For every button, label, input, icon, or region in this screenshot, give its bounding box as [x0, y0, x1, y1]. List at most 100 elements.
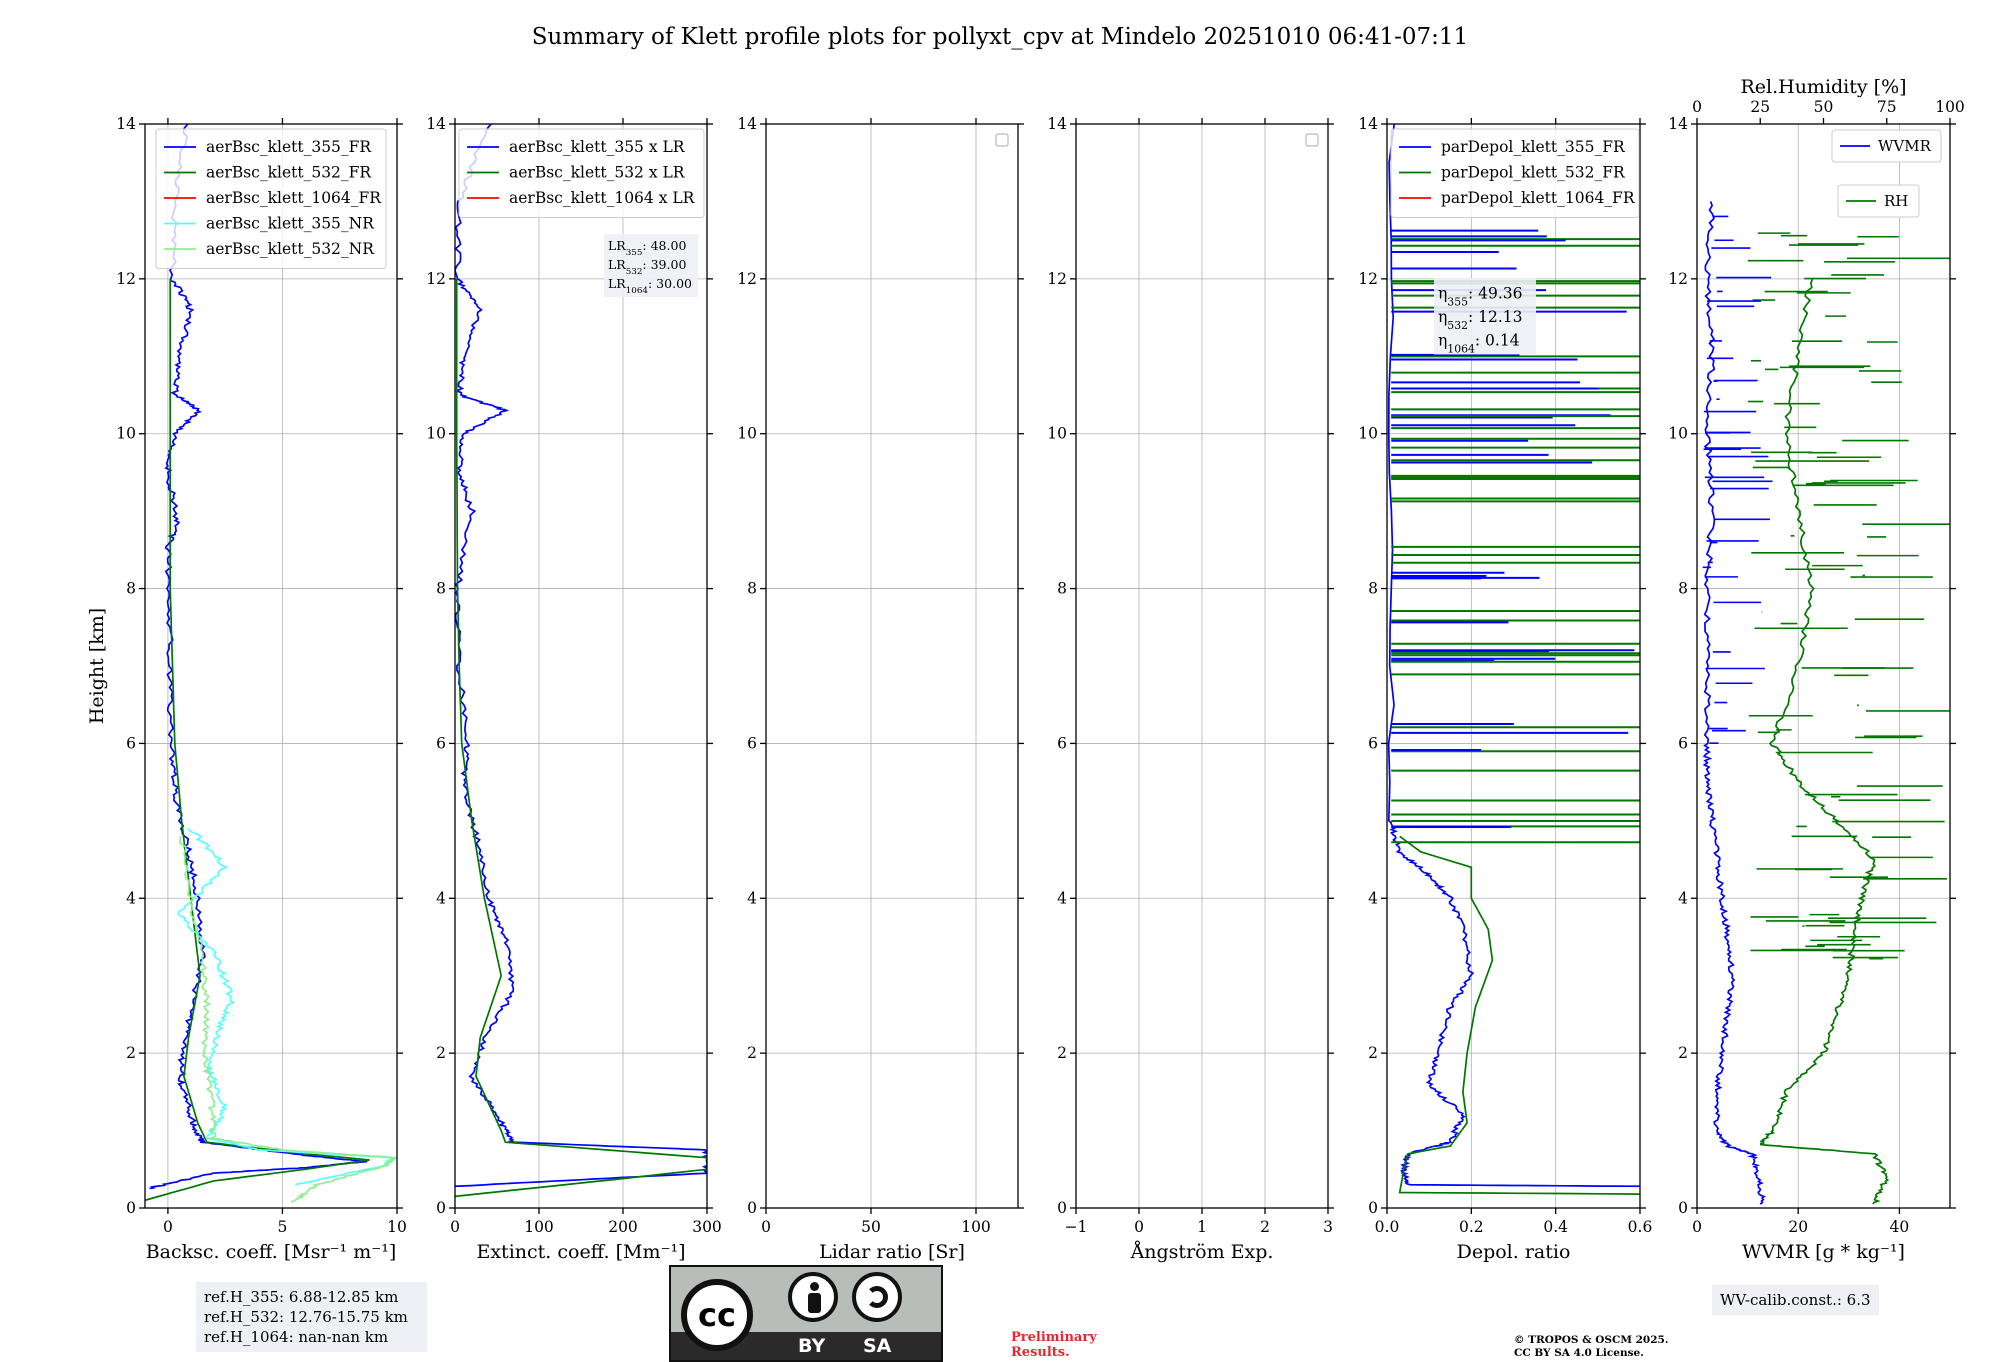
plot-area-bsc	[145, 124, 397, 1203]
axes-frame	[1386, 123, 1641, 1209]
y-tick-label: 14	[1358, 115, 1378, 133]
y-tick-label: 10	[1047, 425, 1067, 443]
y-axis-label: Height [km]	[86, 608, 108, 724]
x-tick-label: −1	[1065, 1218, 1088, 1236]
axes-frame	[765, 123, 1019, 1209]
y-tick-label: 4	[436, 889, 446, 907]
legend-box	[1390, 128, 1640, 218]
y-tick-label: 6	[436, 734, 446, 752]
x2-tick-label: 100	[1935, 98, 1965, 116]
legend-label: parDepol_klett_355_FR	[1441, 138, 1626, 156]
legend-label: aerBsc_klett_355_FR	[206, 138, 372, 156]
series-line-aerBsc_klett_532_NR	[179, 836, 397, 1203]
y-tick-label: 6	[1057, 734, 1067, 752]
legend-label: aerBsc_klett_532 x LR	[509, 164, 686, 182]
y-tick-label: 10	[426, 425, 446, 443]
attribution-person-icon	[788, 1272, 838, 1322]
y-tick-label: 6	[747, 734, 757, 752]
copyright-note: © TROPOS & OSCM 2025. CC BY SA 4.0 Licen…	[1514, 1334, 1669, 1360]
y-tick-label: 8	[1368, 580, 1378, 598]
legend-label: WVMR	[1878, 137, 1932, 155]
y-tick-label: 2	[1678, 1044, 1688, 1062]
x-axis-label: Extinct. coeff. [Mm⁻¹]	[476, 1241, 685, 1263]
annotation-line: LR532: 39.00	[608, 257, 686, 277]
refh-532: ref.H_532: 12.76-15.75 km	[204, 1308, 408, 1326]
legend-label: parDepol_klett_1064_FR	[1441, 189, 1636, 207]
preliminary-line-2: Results.	[1011, 1345, 1070, 1360]
y-tick-label: 12	[1358, 270, 1378, 288]
plot-area-wv	[1702, 201, 1950, 1205]
y-tick-label: 2	[747, 1044, 757, 1062]
y-tick-label: 14	[426, 115, 446, 133]
y-tick-label: 2	[1057, 1044, 1067, 1062]
series-line-parDepol_klett_532_FR	[1398, 835, 1640, 1195]
y-tick-label: 6	[1368, 734, 1378, 752]
y-tick-label: 10	[1358, 425, 1378, 443]
panel-ext: 0 100 200 300 0 2 4 6 8 10 12 14 Extinct. coeff. [Mm…	[426, 115, 722, 1263]
y-tick-label: 0	[436, 1199, 446, 1217]
y-tick-label: 0	[747, 1199, 757, 1217]
y-tick-label: 10	[737, 425, 757, 443]
y-tick-label: 8	[126, 580, 136, 598]
y-tick-label: 8	[1678, 580, 1688, 598]
series-line-aerBsc_klett_355_NR	[177, 828, 396, 1186]
y-tick-label: 12	[116, 270, 136, 288]
y-tick-label: 14	[737, 115, 757, 133]
y-tick-label: 14	[1047, 115, 1067, 133]
y-tick-label: 4	[1368, 889, 1378, 907]
refh-1064: ref.H_1064: nan-nan km	[204, 1328, 389, 1346]
x-tick-label: 100	[961, 1218, 991, 1236]
x2-tick-label: 75	[1877, 98, 1897, 116]
legend-box	[1831, 129, 1942, 163]
y-tick-label: 2	[436, 1044, 446, 1062]
y-tick-label: 4	[126, 889, 136, 907]
y-tick-label: 12	[426, 270, 446, 288]
legend-depol: parDepol_klett_355_FR parDepol_klett_532_…	[1390, 128, 1640, 218]
panel-lr: 0 50 100 0 2 4 6 8 10 12 14 Lidar ratio [Sr]	[737, 115, 1024, 1263]
refh-355: ref.H_355: 6.88-12.85 km	[204, 1288, 399, 1306]
axes-frame	[144, 123, 398, 1209]
legend-RH: RH	[1837, 184, 1920, 218]
legend-box	[1837, 184, 1920, 218]
legend-WVMR: WVMR	[1831, 129, 1942, 163]
reference-height-box: ref.H_355: 6.88-12.85 km ref.H_532: 12.7…	[196, 1282, 427, 1352]
y-tick-label: 12	[1668, 270, 1688, 288]
series-line-WVMR	[1702, 201, 1766, 1205]
sa-label: SA	[863, 1335, 892, 1357]
y-tick-label: 8	[436, 580, 446, 598]
by-label: BY	[798, 1335, 826, 1357]
x-axis-label: Depol. ratio	[1457, 1241, 1571, 1263]
plot-area-depol	[1387, 124, 1640, 1195]
axes-frame	[454, 123, 708, 1209]
figure-title: Summary of Klett profile plots for polly…	[532, 24, 1468, 50]
x-tick-label: 20	[1788, 1218, 1808, 1236]
y-tick-label: 0	[1678, 1199, 1688, 1217]
y-tick-label: 14	[1668, 115, 1688, 133]
wv-calibration-box: WV-calib.const.: 6.3	[1712, 1285, 1879, 1315]
share-alike-icon	[852, 1272, 902, 1322]
copyright-line-2: CC BY SA 4.0 License.	[1514, 1347, 1644, 1359]
y-tick-label: 12	[1047, 270, 1067, 288]
annotation-line: η532: 12.13	[1438, 308, 1523, 332]
x-tick-label: 3	[1323, 1218, 1333, 1236]
axes-frame	[1696, 123, 1951, 1209]
preliminary-note: Preliminary Results.	[1011, 1330, 1097, 1360]
annotation-box	[604, 234, 698, 297]
legend-bsc: aerBsc_klett_355_FR aerBsc_klett_532_FRae…	[155, 128, 387, 269]
y-tick-label: 0	[1368, 1199, 1378, 1217]
x-tick-label: 0	[761, 1218, 771, 1236]
x-tick-label: 40	[1890, 1218, 1910, 1236]
empty-legend-icon	[995, 133, 1009, 147]
cc-logo-icon: cc	[681, 1279, 753, 1351]
x-tick-label: 0.6	[1628, 1218, 1653, 1236]
y-tick-label: 0	[126, 1199, 136, 1217]
annotation-line: η355: 49.36	[1438, 285, 1523, 309]
cc-by-sa-badge: cc BY SA	[669, 1265, 943, 1362]
y-tick-label: 14	[116, 115, 136, 133]
series-line-RH	[1759, 278, 1890, 1205]
annotation-line: LR355: 48.00	[608, 238, 686, 258]
